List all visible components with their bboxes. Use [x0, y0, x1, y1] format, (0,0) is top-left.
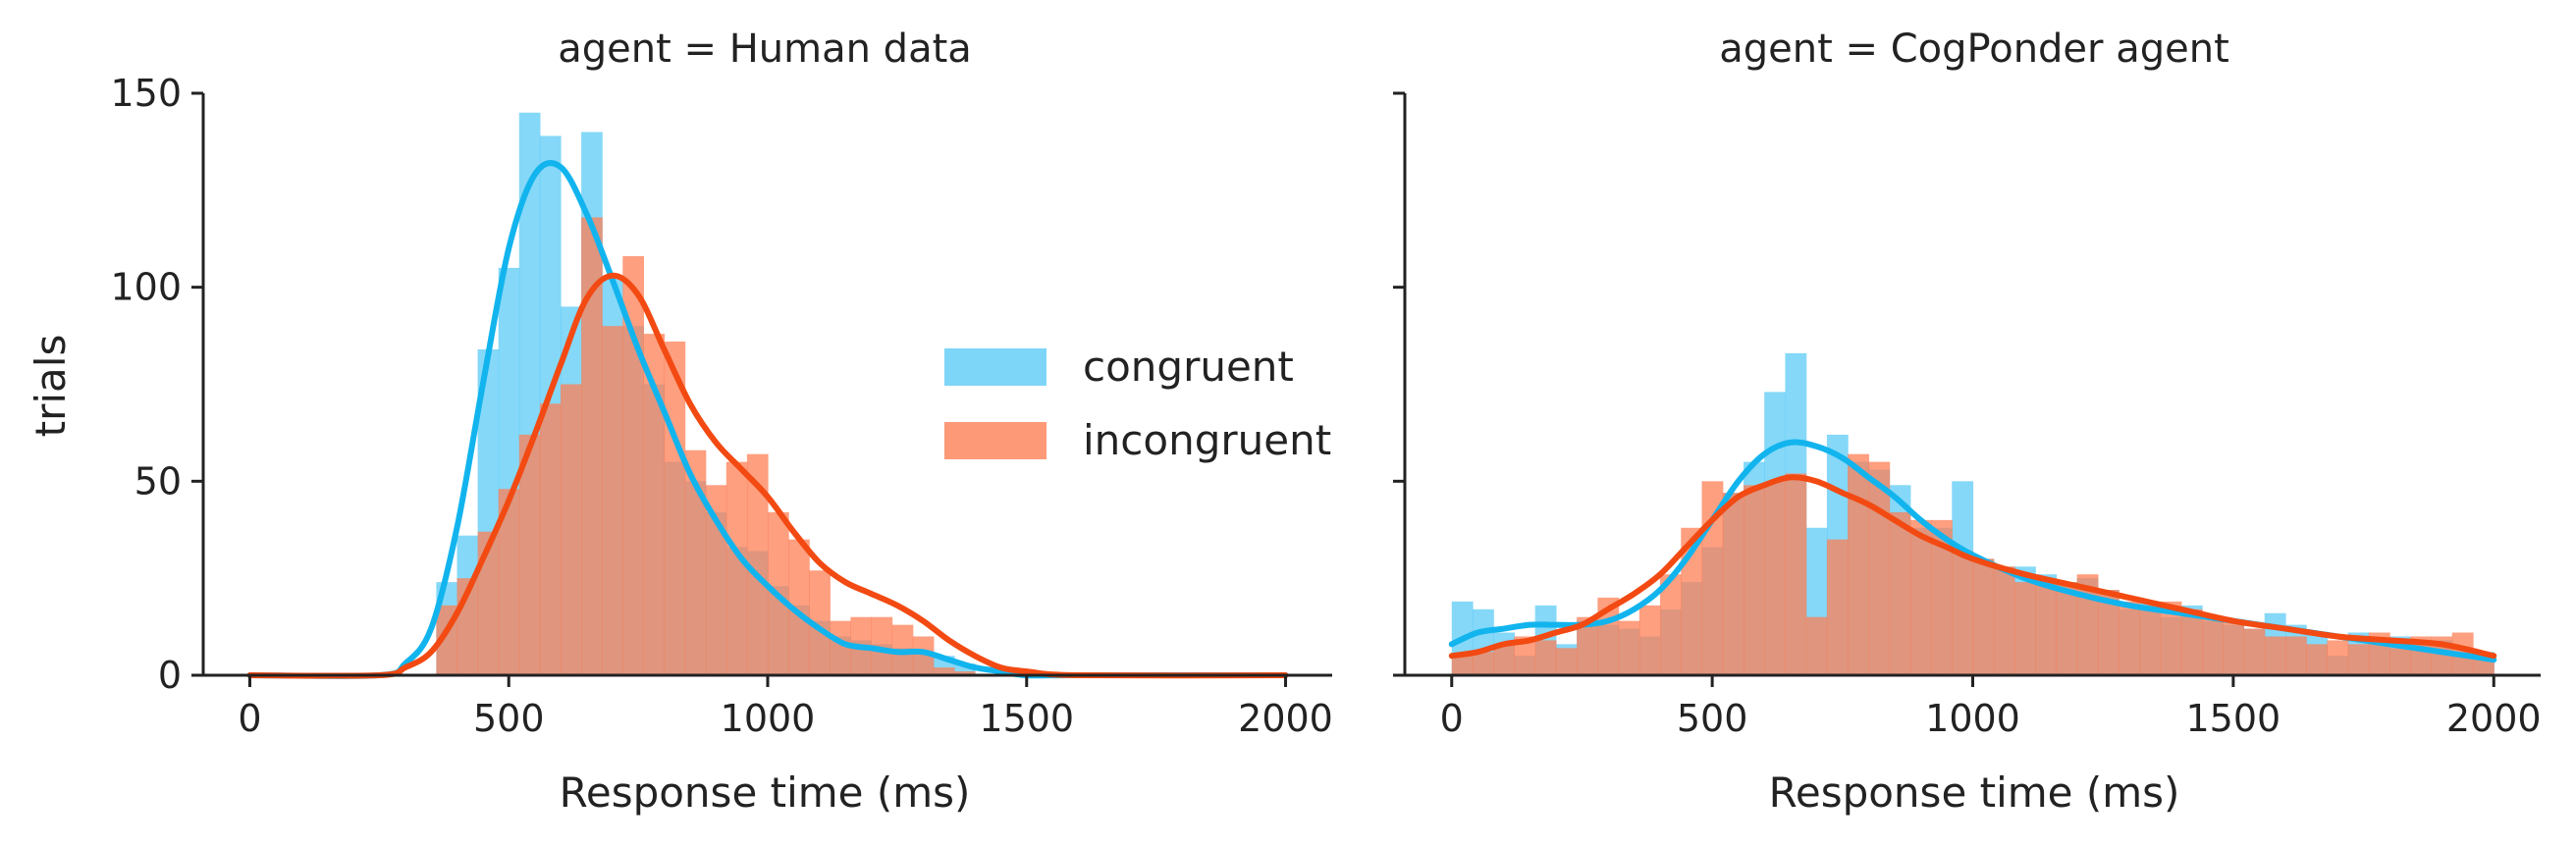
bar-incongruent-400 [1660, 574, 1682, 675]
y-tick-label-0: 0 [158, 654, 182, 697]
bar-incongruent-240 [1577, 616, 1598, 675]
bar-incongruent-1120 [830, 620, 851, 675]
bar-incongruent-1280 [2119, 601, 2140, 675]
bar-incongruent-640 [1785, 473, 1807, 675]
bar-incongruent-1360 [953, 671, 976, 675]
x-tick-label-1000: 1000 [1925, 697, 2020, 740]
bar-incongruent-1000 [1972, 558, 1995, 675]
histogram-bars-human [436, 112, 976, 676]
panel-title-cogponder: agent = CogPonder agent [1719, 26, 2229, 72]
kde-lines-cogponder [1448, 439, 2497, 663]
bar-incongruent-1440 [2202, 616, 2224, 675]
bar-incongruent-120 [1514, 636, 1536, 675]
x-tick-label-1000: 1000 [721, 697, 816, 740]
x-tick-label-2000: 2000 [2446, 697, 2542, 740]
bar-incongruent-1480 [2223, 620, 2245, 675]
bar-incongruent-920 [1931, 519, 1953, 675]
bar-congruent-1360 [953, 663, 976, 675]
x-tick-label-2000: 2000 [1238, 697, 1333, 740]
bar-incongruent-1560 [2264, 636, 2286, 675]
bar-incongruent-720 [1826, 539, 1849, 675]
y-tick-label-150: 150 [110, 72, 182, 115]
bar-incongruent-1320 [933, 667, 955, 675]
bar-incongruent-680 [602, 326, 623, 675]
kde-line-incongruent [246, 272, 1289, 679]
bar-incongruent-600 [560, 384, 582, 675]
bar-incongruent-600 [1764, 481, 1787, 675]
histogram-bars-cogponder [1451, 352, 2495, 675]
legend-swatch-incongruent [944, 422, 1046, 459]
bar-incongruent-1600 [2284, 636, 2307, 675]
bar-incongruent-1080 [809, 570, 831, 675]
x-tick-label-500: 500 [473, 697, 545, 740]
bar-incongruent-40 [1473, 652, 1494, 675]
bar-incongruent-1520 [2243, 628, 2266, 675]
bar-incongruent-1680 [2327, 640, 2349, 675]
axes-human: 0 500 1000 1500 2000 0 50 100 150 [110, 72, 1332, 740]
panel-human: agent = Human data 0 500 1000 1500 2000 0 50 10… [27, 26, 1333, 817]
bar-incongruent-680 [1805, 616, 1828, 675]
bar-incongruent-440 [1681, 527, 1703, 675]
bar-incongruent-840 [1889, 511, 1911, 675]
bar-incongruent-200 [1555, 648, 1578, 675]
kde-line-incongruent [1448, 474, 2497, 660]
bar-incongruent-1200 [871, 616, 893, 675]
bar-incongruent-1280 [912, 636, 935, 675]
legend-swatch-congruent [944, 348, 1046, 386]
x-tick-label-0: 0 [1440, 697, 1464, 740]
bar-incongruent-560 [539, 403, 562, 675]
bar-incongruent-80 [1493, 644, 1516, 675]
bar-incongruent-1040 [788, 539, 810, 675]
y-tick-label-50: 50 [134, 459, 182, 503]
x-axis-label-human: Response time (ms) [560, 768, 971, 817]
bar-incongruent-1400 [2180, 609, 2203, 675]
legend-label-congruent: congruent [1083, 343, 1294, 391]
x-tick-label-1500: 1500 [2186, 697, 2281, 740]
bar-incongruent-1640 [2306, 644, 2328, 675]
bar-incongruent-160 [1534, 640, 1557, 675]
bar-incongruent-520 [518, 434, 541, 675]
bar-incongruent-1040 [1993, 566, 2015, 675]
bar-incongruent-480 [498, 489, 520, 675]
panel-cogponder: agent = CogPonder agent 0 500 1000 1500 2000… [1393, 26, 2542, 817]
x-tick-label-1500: 1500 [979, 697, 1074, 740]
bar-incongruent-1320 [2139, 605, 2162, 675]
bar-incongruent-520 [1722, 493, 1744, 675]
bar-incongruent-760 [1848, 453, 1869, 675]
bar-incongruent-1080 [2013, 582, 2036, 675]
bar-incongruent-960 [1952, 551, 1974, 675]
bar-incongruent-1160 [2056, 582, 2078, 675]
panel-title-human: agent = Human data [558, 26, 972, 72]
bar-incongruent-880 [1909, 519, 1932, 675]
kde-line-congruent [246, 160, 1289, 679]
bar-incongruent-1120 [2035, 578, 2058, 675]
kde-lines-human [246, 160, 1289, 679]
legend: congruent incongruent [944, 343, 1331, 464]
bar-incongruent-1720 [2347, 644, 2370, 675]
bar-incongruent-0 [1451, 656, 1474, 675]
y-tick-label-100: 100 [110, 266, 182, 309]
bar-incongruent-360 [1638, 605, 1661, 675]
x-tick-label-500: 500 [1677, 697, 1748, 740]
x-axis-label-cogponder: Response time (ms) [1769, 768, 2180, 817]
bar-incongruent-960 [746, 453, 769, 675]
bar-incongruent-560 [1743, 485, 1765, 675]
axes-cogponder: 0 500 1000 1500 2000 [1393, 91, 2542, 740]
bar-incongruent-920 [725, 461, 748, 675]
bar-incongruent-1240 [2097, 590, 2120, 675]
bar-incongruent-840 [684, 450, 707, 675]
bar-incongruent-760 [643, 334, 666, 675]
y-axis-label: trials [27, 335, 75, 438]
bar-incongruent-640 [581, 217, 603, 675]
bar-incongruent-720 [622, 256, 644, 675]
bar-incongruent-440 [477, 531, 500, 675]
bar-incongruent-1800 [2389, 648, 2411, 675]
x-tick-label-0: 0 [238, 697, 261, 740]
legend-label-incongruent: incongruent [1083, 416, 1331, 464]
bar-incongruent-320 [1618, 620, 1640, 675]
bar-incongruent-1360 [2160, 601, 2182, 675]
